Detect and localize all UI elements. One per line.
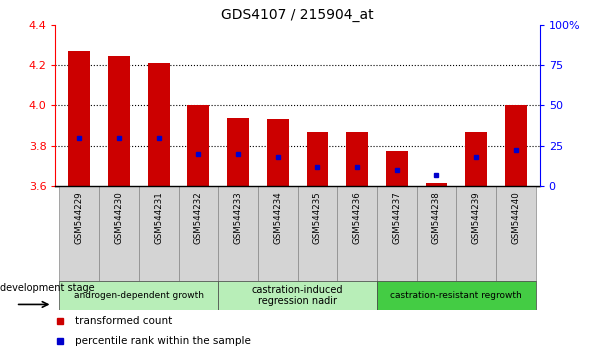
Text: GSM544240: GSM544240 bbox=[511, 192, 520, 244]
Bar bbox=[68, 51, 90, 186]
FancyBboxPatch shape bbox=[337, 186, 377, 281]
Text: GSM544230: GSM544230 bbox=[115, 192, 124, 244]
Text: GSM544238: GSM544238 bbox=[432, 192, 441, 244]
Text: GSM544236: GSM544236 bbox=[353, 192, 362, 244]
Text: development stage: development stage bbox=[0, 283, 95, 293]
Text: transformed count: transformed count bbox=[75, 316, 172, 326]
Bar bbox=[148, 63, 169, 186]
FancyBboxPatch shape bbox=[377, 186, 417, 281]
FancyBboxPatch shape bbox=[218, 186, 258, 281]
Bar bbox=[188, 105, 209, 186]
FancyBboxPatch shape bbox=[218, 281, 377, 310]
FancyBboxPatch shape bbox=[298, 186, 337, 281]
Bar bbox=[426, 183, 447, 186]
Text: castration-induced
regression nadir: castration-induced regression nadir bbox=[252, 285, 343, 307]
Text: GSM544239: GSM544239 bbox=[472, 192, 481, 244]
Text: GSM544237: GSM544237 bbox=[393, 192, 402, 244]
Bar bbox=[466, 132, 487, 186]
Bar bbox=[346, 132, 368, 186]
FancyBboxPatch shape bbox=[99, 186, 139, 281]
Bar bbox=[267, 119, 289, 186]
Text: GSM544232: GSM544232 bbox=[194, 192, 203, 244]
Bar bbox=[386, 150, 408, 186]
Text: androgen-dependent growth: androgen-dependent growth bbox=[74, 291, 204, 300]
FancyBboxPatch shape bbox=[456, 186, 496, 281]
Text: castration-resistant regrowth: castration-resistant regrowth bbox=[391, 291, 522, 300]
FancyBboxPatch shape bbox=[496, 186, 535, 281]
Text: GSM544234: GSM544234 bbox=[273, 192, 282, 244]
Bar bbox=[505, 105, 527, 186]
Text: GSM544229: GSM544229 bbox=[75, 192, 84, 244]
FancyBboxPatch shape bbox=[417, 186, 456, 281]
FancyBboxPatch shape bbox=[178, 186, 218, 281]
Bar bbox=[108, 56, 130, 186]
Text: GSM544231: GSM544231 bbox=[154, 192, 163, 244]
FancyBboxPatch shape bbox=[377, 281, 535, 310]
Text: GSM544235: GSM544235 bbox=[313, 192, 322, 244]
FancyBboxPatch shape bbox=[258, 186, 298, 281]
Bar bbox=[306, 132, 329, 186]
Text: percentile rank within the sample: percentile rank within the sample bbox=[75, 336, 251, 346]
Text: GSM544233: GSM544233 bbox=[233, 192, 242, 244]
FancyBboxPatch shape bbox=[139, 186, 178, 281]
Title: GDS4107 / 215904_at: GDS4107 / 215904_at bbox=[221, 8, 374, 22]
FancyBboxPatch shape bbox=[60, 281, 218, 310]
FancyBboxPatch shape bbox=[60, 186, 99, 281]
Bar bbox=[227, 118, 249, 186]
